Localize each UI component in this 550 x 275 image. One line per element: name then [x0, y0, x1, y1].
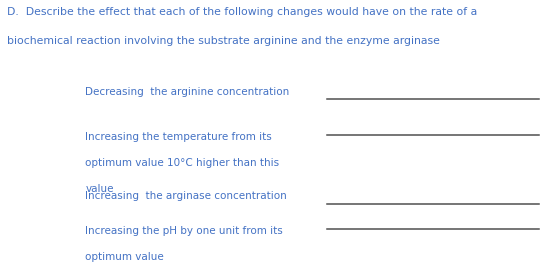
Text: biochemical reaction involving the substrate arginine and the enzyme arginase: biochemical reaction involving the subst… — [7, 36, 439, 46]
Text: Increasing  the arginase concentration: Increasing the arginase concentration — [85, 191, 287, 201]
Text: optimum value 10°C higher than this: optimum value 10°C higher than this — [85, 158, 279, 168]
Text: Decreasing  the arginine concentration: Decreasing the arginine concentration — [85, 87, 289, 97]
Text: value: value — [85, 184, 114, 194]
Text: optimum value: optimum value — [85, 252, 164, 262]
Text: Increasing the pH by one unit from its: Increasing the pH by one unit from its — [85, 226, 283, 235]
Text: Increasing the temperature from its: Increasing the temperature from its — [85, 132, 272, 142]
Text: D.  Describe the effect that each of the following changes would have on the rat: D. Describe the effect that each of the … — [7, 7, 477, 17]
